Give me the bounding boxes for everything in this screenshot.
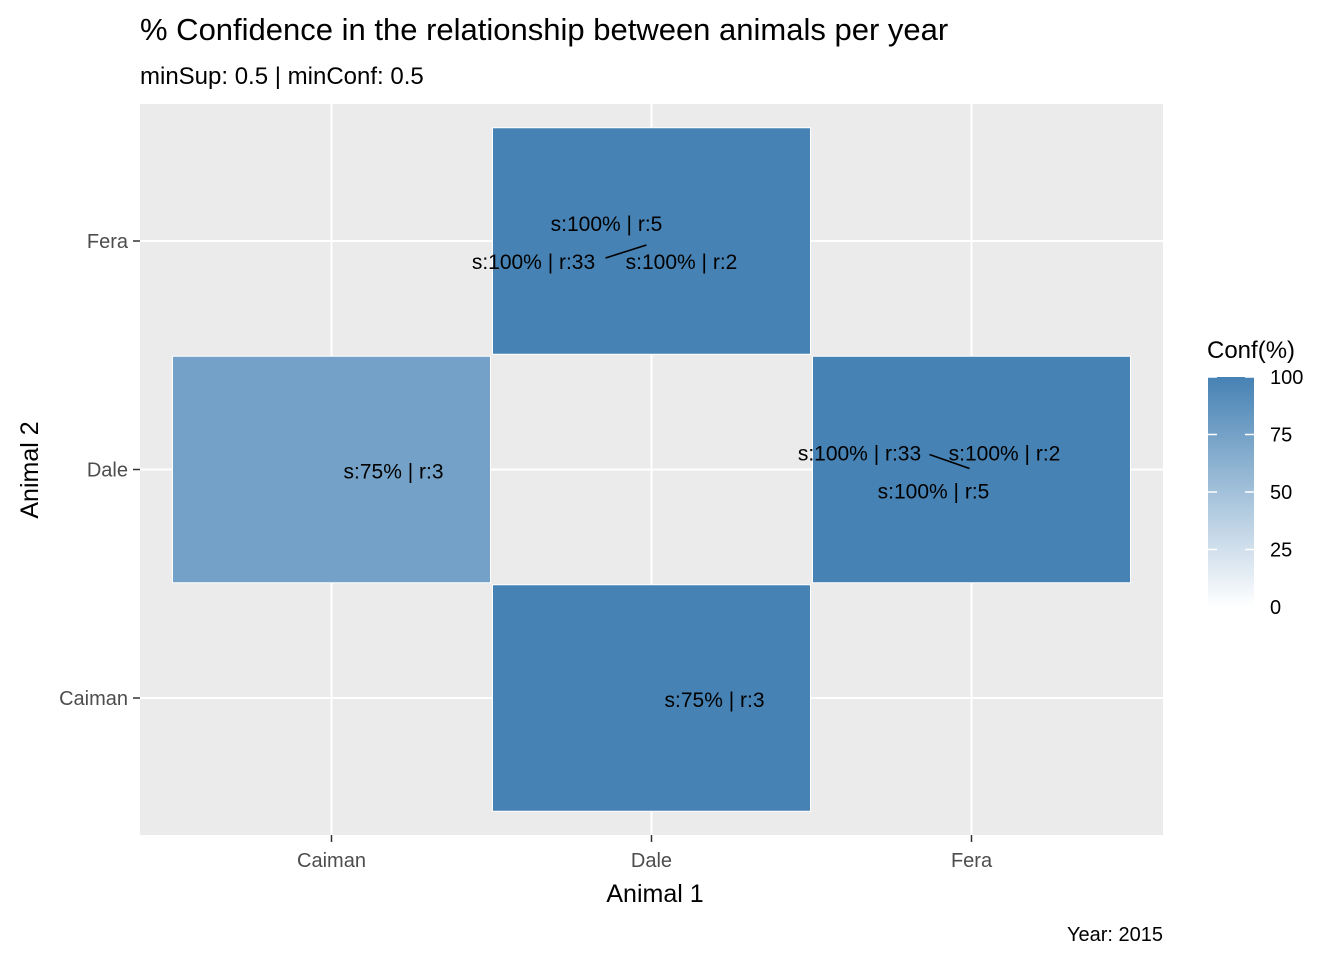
label-connector bbox=[605, 244, 647, 259]
legend: Conf(%) 0 25 50 75 100 bbox=[1207, 337, 1303, 619]
legend-tick-label: 100 bbox=[1270, 367, 1303, 389]
heatmap-tile bbox=[492, 584, 811, 812]
y-tick-label: Fera bbox=[87, 231, 129, 253]
chart-title: % Confidence in the relationship between… bbox=[140, 12, 948, 47]
legend-title: Conf(%) bbox=[1207, 337, 1295, 364]
cell-labels: s:100% | r:5 s:100% | r:33 s:100% | r:2 s:7… bbox=[344, 213, 1061, 712]
legend-tick-label: 25 bbox=[1270, 540, 1292, 562]
y-tick-label: Caiman bbox=[59, 688, 128, 710]
cell-label: s:100% | r:33 bbox=[472, 251, 595, 274]
legend-tick-label: 0 bbox=[1270, 597, 1281, 619]
cell-label: s:75% | r:3 bbox=[344, 461, 444, 484]
x-tick-label: Caiman bbox=[297, 850, 366, 872]
cell-label: s:100% | r:33 bbox=[798, 443, 921, 466]
legend-tick-label: 75 bbox=[1270, 425, 1292, 447]
cell-label: s:75% | r:3 bbox=[665, 689, 765, 712]
y-axis-title: Animal 2 bbox=[16, 421, 44, 518]
x-axis-title: Animal 1 bbox=[606, 880, 703, 908]
y-tick-label: Dale bbox=[87, 460, 128, 482]
x-tick-label: Fera bbox=[951, 850, 993, 872]
legend-tick-label: 50 bbox=[1270, 482, 1292, 504]
chart-subtitle: minSup: 0.5 | minConf: 0.5 bbox=[140, 63, 424, 90]
tiles bbox=[172, 127, 1131, 812]
x-axis-ticks: Caiman Dale Fera bbox=[297, 835, 993, 872]
heatmap-tile bbox=[172, 355, 491, 584]
chart-caption: Year: 2015 bbox=[1067, 924, 1163, 946]
label-connector bbox=[929, 453, 970, 470]
cell-label: s:100% | r:2 bbox=[626, 251, 738, 274]
x-tick-label: Dale bbox=[631, 850, 672, 872]
cell-label: s:100% | r:5 bbox=[551, 213, 663, 236]
cell-label: s:100% | r:2 bbox=[949, 443, 1061, 466]
heatmap-tile bbox=[492, 127, 811, 355]
y-axis-ticks: Caiman Dale Fera bbox=[59, 231, 140, 710]
heatmap-tile bbox=[812, 355, 1131, 584]
legend-ticks: 0 25 50 75 100 bbox=[1208, 367, 1303, 619]
cell-label: s:100% | r:5 bbox=[878, 481, 990, 504]
